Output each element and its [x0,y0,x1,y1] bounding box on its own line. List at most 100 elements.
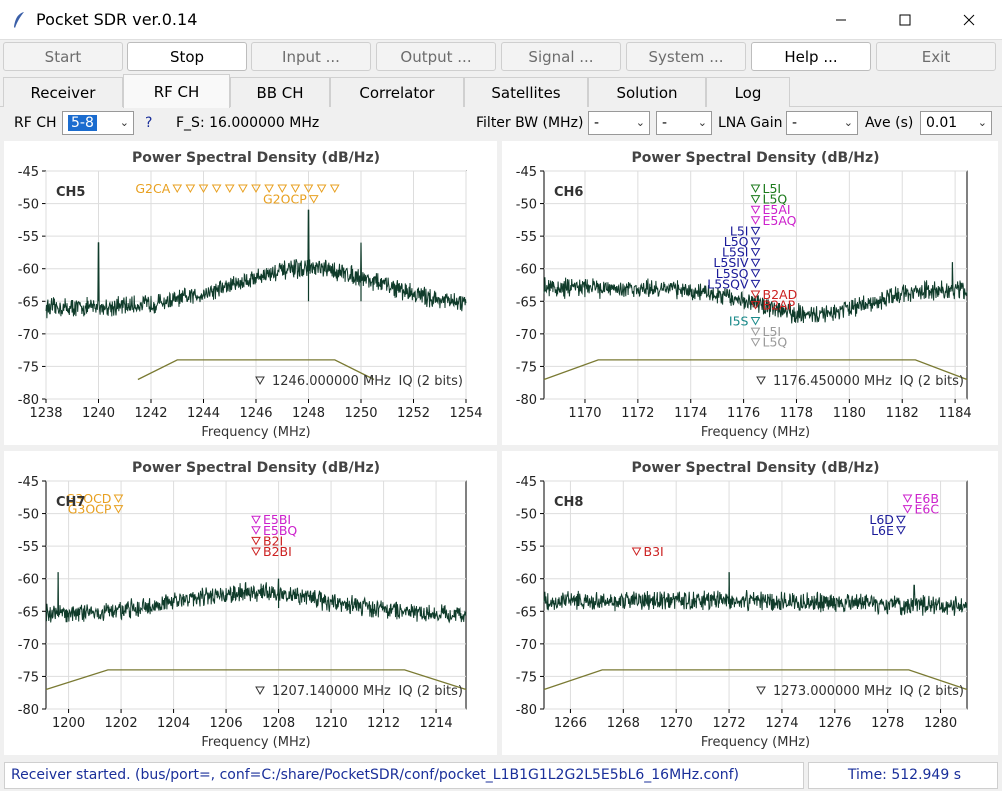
x-axis-label: Frequency (MHz) [201,425,310,440]
signal-label: L5SIV [713,255,749,270]
tab-solution[interactable]: Solution [588,77,706,107]
signal-marker [750,269,761,278]
signal-label: B3I [644,544,664,559]
signal-marker [172,184,183,194]
iq-mode-text: IQ (2 bits) [900,374,964,389]
maximize-button[interactable] [882,0,928,40]
signal-marker [750,248,761,257]
chevron-down-icon: ⌄ [697,116,707,129]
tab-bb-ch[interactable]: BB CH [230,77,330,107]
x-tick-label: 1174 [674,406,707,421]
signal-label: B2AD [763,287,798,302]
x-tick-label: 1202 [105,716,138,731]
x-tick-label: 1268 [607,716,640,731]
x-tick-label: 1184 [939,406,972,421]
tab-satellites[interactable]: Satellites [464,77,588,107]
stop-button[interactable]: Stop [127,42,247,71]
x-tick-label: 1178 [780,406,813,421]
y-tick-label: -80 [18,703,39,718]
tab-receiver[interactable]: Receiver [3,77,123,107]
psd-trace-line [543,262,968,324]
window-title: Pocket SDR ver.0.14 [36,10,198,29]
signal-label: E6C [915,502,940,517]
psd-trace-line [543,572,968,616]
y-tick-label: -65 [18,605,39,620]
lna-gain-select[interactable]: - ⌄ [786,111,858,135]
x-tick-label: 1280 [924,716,957,731]
x-tick-label: 1176 [727,406,760,421]
chart-title: Power Spectral Density (dB/Hz) [631,460,879,476]
psd-chart-ch6: Power Spectral Density (dB/Hz) -45 -50 -55 -… [516,150,972,440]
signal-marker [750,338,761,347]
center-freq-text: 1273.000000 MHz [773,684,892,699]
signal-label: L6D [869,512,894,527]
exit-button[interactable]: Exit [876,42,996,71]
chevron-down-icon: ⌄ [977,116,987,129]
center-freq-marker [255,376,265,386]
y-tick-label: -70 [18,328,39,343]
y-tick-label: -45 [18,475,39,490]
x-tick-label: 1252 [397,406,430,421]
x-tick-label: 1272 [713,716,746,731]
x-tick-label: 1182 [886,406,919,421]
y-tick-label: -60 [516,573,537,588]
start-button[interactable]: Start [3,42,123,71]
filter-bw-select-1[interactable]: - ⌄ [588,111,650,135]
tab-log[interactable]: Log [706,77,790,107]
x-tick-label: 1254 [449,406,482,421]
signal-button[interactable]: Signal ... [501,42,621,71]
output-button[interactable]: Output ... [376,42,496,71]
psd-chart-ch7: Power Spectral Density (dB/Hz) -45 -50 -55 -… [18,460,467,750]
psd-panel-ch7: Power Spectral Density (dB/Hz) -45 -50 -55 -… [4,451,497,755]
minimize-icon [836,19,846,21]
y-tick-label: -60 [516,263,537,278]
x-tick-label: 1248 [292,406,325,421]
rfch-select[interactable]: 5-8 ⌄ [62,111,134,135]
input-button[interactable]: Input ... [251,42,371,71]
tab-correlator[interactable]: Correlator [330,77,464,107]
signal-marker [211,184,222,194]
signal-marker [750,301,761,310]
x-axis-label: Frequency (MHz) [701,425,810,440]
center-freq-marker [756,686,766,696]
chart-title: Power Spectral Density (dB/Hz) [132,460,380,476]
psd-trace-line [45,572,467,624]
filter-bw-select-2[interactable]: - ⌄ [656,111,712,135]
signal-marker [750,195,761,204]
y-tick-label: -55 [18,540,39,555]
x-tick-label: 1204 [157,716,190,731]
maximize-icon [899,14,911,26]
signal-marker [631,547,642,557]
plot-area [543,480,968,710]
signal-label: E5AQ [763,213,797,228]
signal-label: E5AI [763,202,791,217]
help-button[interactable]: Help ... [751,42,871,71]
psd-chart-ch5: Power Spectral Density (dB/Hz) -45 -50 -55 -… [18,150,483,440]
center-freq-text: 1246.000000 MHz [272,374,391,389]
feather-icon [14,12,24,28]
signal-label: L5SQ [716,266,749,281]
close-button[interactable] [946,0,992,40]
y-tick-label: -65 [516,605,537,620]
system-button[interactable]: System ... [626,42,746,71]
filter-response-line [137,359,375,381]
tab-rf-ch[interactable]: RF CH [123,74,230,108]
channel-label: CH8 [554,495,583,510]
chart-title: Power Spectral Density (dB/Hz) [132,150,380,166]
ave-select[interactable]: 0.01 ⌄ [920,111,992,135]
lna-gain-value: - [792,115,798,131]
signal-marker [113,494,124,504]
psd-plot: Power Spectral Density (dB/Hz) -45 -50 -55 -… [516,460,968,750]
signal-label: G3OCD [66,491,112,506]
y-tick-label: -80 [516,393,537,408]
title-bar: Pocket SDR ver.0.14 [0,0,1002,40]
signal-marker [896,515,906,525]
help-link[interactable]: ? [145,115,153,131]
iq-mode-text: IQ (2 bits) [399,684,463,699]
options-bar: RF CH 5-8 ⌄ ? F_S: 16.000000 MHz Filter … [0,107,1002,139]
y-tick-label: -50 [18,508,39,523]
minimize-button[interactable] [818,0,864,40]
y-tick-label: -50 [18,198,39,213]
filter-response-line [45,669,467,691]
signal-label: B2BI [263,544,292,559]
